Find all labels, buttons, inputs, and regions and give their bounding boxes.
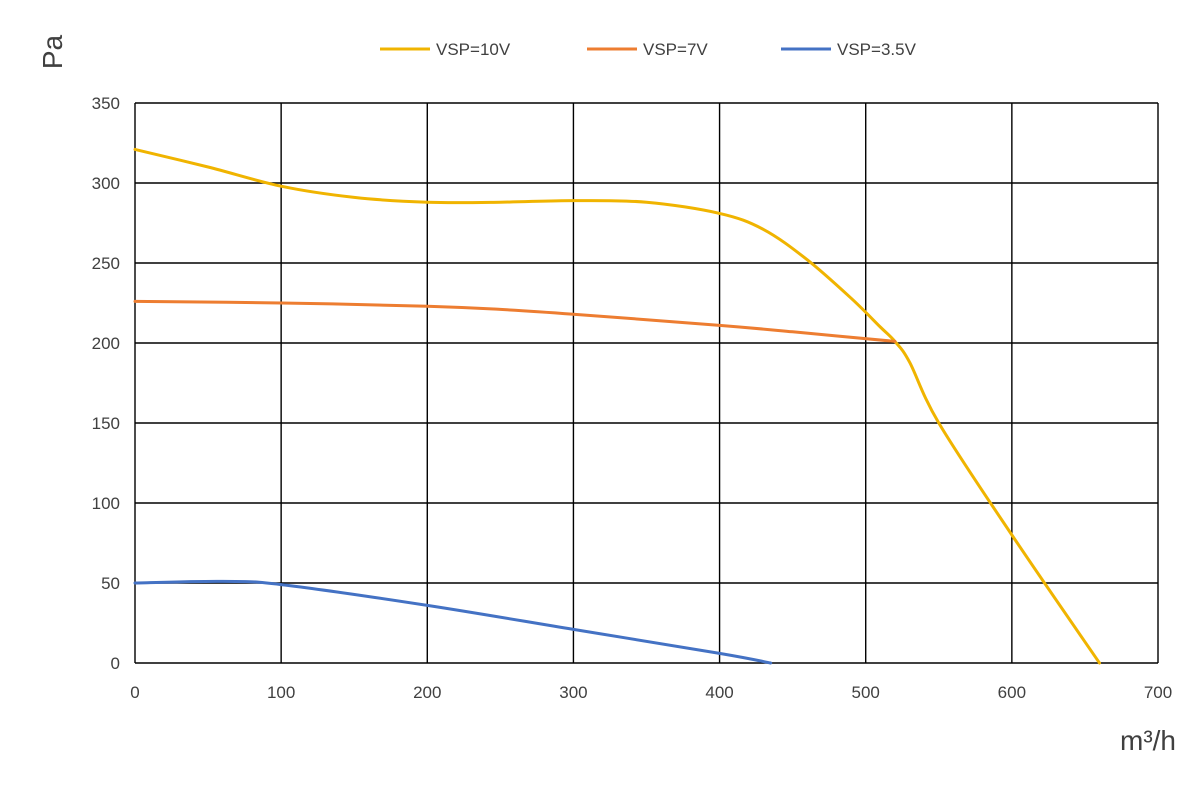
legend-item-2: VSP=3.5V xyxy=(781,40,917,59)
y-tick-label-1: 50 xyxy=(101,574,120,593)
y-tick-label-7: 350 xyxy=(92,94,120,113)
series-line-0 xyxy=(133,147,1101,665)
x-tick-label-6: 600 xyxy=(998,683,1026,702)
x-tick-label-1: 100 xyxy=(267,683,295,702)
series-line-1 xyxy=(133,299,897,343)
y-tick-label-6: 300 xyxy=(92,174,120,193)
y-tick-label-3: 150 xyxy=(92,414,120,433)
y-tick-label-2: 100 xyxy=(92,494,120,513)
x-tick-label-2: 200 xyxy=(413,683,441,702)
grid-lines xyxy=(134,102,1159,664)
series-line-2 xyxy=(133,579,773,665)
tick-labels: 0 100 200 300 400 500 600 700 0 50 100 150 200 250 300… xyxy=(92,94,1173,702)
legend-label-0: VSP=10V xyxy=(436,40,511,59)
x-axis-title: m³/h xyxy=(1120,725,1176,756)
legend-item-0: VSP=10V xyxy=(380,40,511,59)
y-tick-label-0: 0 xyxy=(111,654,120,673)
x-tick-label-4: 400 xyxy=(705,683,733,702)
legend-label-2: VSP=3.5V xyxy=(837,40,917,59)
legend: VSP=10V VSP=7V VSP=3.5V xyxy=(380,40,917,59)
x-tick-label-5: 500 xyxy=(852,683,880,702)
y-tick-label-5: 250 xyxy=(92,254,120,273)
x-tick-label-7: 700 xyxy=(1144,683,1172,702)
x-tick-label-3: 300 xyxy=(559,683,587,702)
y-tick-label-4: 200 xyxy=(92,334,120,353)
y-axis-title: Pa xyxy=(37,34,68,69)
legend-item-1: VSP=7V xyxy=(587,40,708,59)
legend-label-1: VSP=7V xyxy=(643,40,708,59)
series-lines xyxy=(133,147,1101,665)
x-tick-label-0: 0 xyxy=(130,683,139,702)
